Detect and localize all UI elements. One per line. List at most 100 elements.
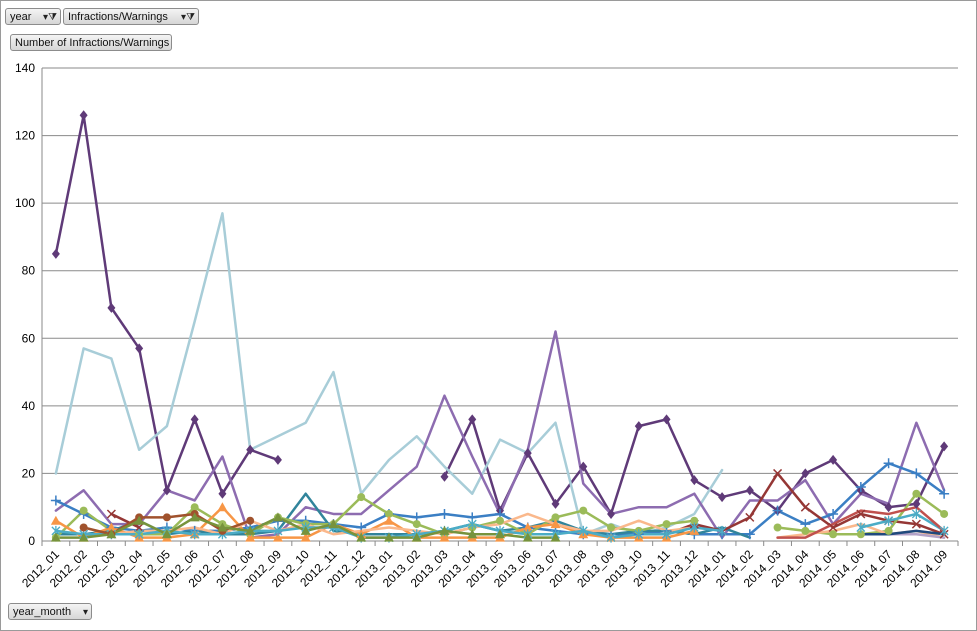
data-point-13 xyxy=(106,529,117,539)
data-point-1 xyxy=(246,444,255,455)
data-point-1 xyxy=(190,414,199,425)
data-point-7 xyxy=(190,503,199,512)
series-line-1 xyxy=(54,114,280,495)
funnel-filter-icon[interactable]: ▾⧩ xyxy=(181,12,195,23)
data-point-10 xyxy=(134,529,144,540)
data-point-7 xyxy=(384,509,393,518)
data-point-10 xyxy=(634,529,644,540)
data-point-7 xyxy=(551,513,560,522)
data-point-1 xyxy=(829,454,838,465)
data-point-1 xyxy=(690,475,699,486)
data-point-1 xyxy=(523,448,532,459)
data-point-6 xyxy=(745,512,755,522)
data-point-7 xyxy=(940,509,949,518)
data-point-4 xyxy=(828,508,839,519)
data-point-13 xyxy=(50,532,61,542)
values-field-label: Number of Infractions/Warnings xyxy=(15,37,170,49)
data-point-1 xyxy=(662,414,671,425)
y-tick-label: 0 xyxy=(28,534,35,548)
data-point-4 xyxy=(911,468,922,479)
series-line-6 xyxy=(110,512,141,529)
data-point-8 xyxy=(439,532,450,542)
data-point-8 xyxy=(383,515,394,525)
axis-field-button[interactable]: year_month ▾ xyxy=(8,603,92,620)
data-point-1 xyxy=(218,488,227,499)
data-point-4 xyxy=(883,458,894,469)
data-point-10 xyxy=(662,529,672,540)
year-filter-label: year xyxy=(10,11,32,23)
data-point-13 xyxy=(522,532,533,542)
series-line-2 xyxy=(54,212,724,536)
values-field-button[interactable]: Number of Infractions/Warnings xyxy=(10,34,172,51)
data-point-4 xyxy=(855,481,866,492)
data-point-13 xyxy=(550,532,561,542)
data-point-10 xyxy=(717,525,727,536)
data-point-12 xyxy=(79,523,88,532)
data-point-10 xyxy=(689,522,699,533)
data-point-1 xyxy=(162,485,171,496)
data-point-13 xyxy=(411,532,422,542)
data-point-1 xyxy=(51,248,60,259)
data-point-1 xyxy=(940,441,949,452)
data-point-6 xyxy=(134,522,144,533)
data-point-12 xyxy=(162,513,171,522)
data-point-1 xyxy=(912,498,921,509)
data-point-1 xyxy=(468,414,477,425)
data-point-1 xyxy=(551,498,560,509)
data-point-13 xyxy=(383,532,394,542)
data-point-13 xyxy=(328,519,339,529)
data-point-13 xyxy=(356,532,367,542)
series-line-15 xyxy=(859,529,946,536)
data-point-7 xyxy=(773,523,782,532)
data-point-10 xyxy=(884,515,894,526)
funnel-filter-icon[interactable]: ▾⧩ xyxy=(43,12,57,23)
data-point-4 xyxy=(772,505,783,516)
data-point-12 xyxy=(246,516,255,525)
data-point-1 xyxy=(107,302,116,313)
y-tick-label: 40 xyxy=(22,399,36,413)
data-point-1 xyxy=(607,508,616,519)
data-point-13 xyxy=(217,522,228,532)
data-point-7 xyxy=(607,523,616,532)
data-point-8 xyxy=(106,522,117,532)
y-tick-label: 80 xyxy=(22,264,36,278)
data-point-1 xyxy=(718,492,727,503)
axis-field-label: year_month xyxy=(13,606,72,618)
y-tick-label: 20 xyxy=(22,466,36,480)
y-tick-label: 120 xyxy=(15,129,35,143)
data-point-6 xyxy=(106,509,116,519)
infractions-filter-button[interactable]: Infractions/Warnings ▾⧩ xyxy=(63,8,199,25)
data-point-7 xyxy=(690,516,699,525)
data-point-1 xyxy=(440,471,449,482)
data-point-1 xyxy=(79,110,88,121)
data-point-7 xyxy=(912,489,921,498)
data-point-13 xyxy=(78,532,89,542)
year-filter-button[interactable]: year ▾⧩ xyxy=(5,8,61,25)
data-point-1 xyxy=(135,343,144,354)
data-point-8 xyxy=(245,532,256,542)
data-point-13 xyxy=(161,529,172,539)
data-point-1 xyxy=(884,502,893,513)
data-point-10 xyxy=(856,522,866,533)
data-point-10 xyxy=(190,529,200,540)
dropdown-arrow-icon[interactable]: ▾ xyxy=(82,607,88,618)
data-point-8 xyxy=(50,515,61,525)
data-point-7 xyxy=(801,526,810,535)
data-point-7 xyxy=(884,526,893,535)
data-point-4 xyxy=(939,488,950,499)
data-point-1 xyxy=(634,421,643,432)
data-point-13 xyxy=(134,515,145,525)
data-point-13 xyxy=(467,529,478,539)
y-tick-label: 140 xyxy=(15,61,35,75)
data-point-10 xyxy=(467,519,477,530)
data-point-10 xyxy=(911,508,921,519)
data-point-8 xyxy=(522,522,533,532)
data-point-13 xyxy=(245,525,256,535)
data-point-13 xyxy=(439,525,450,535)
y-tick-label: 60 xyxy=(22,331,36,345)
data-point-7 xyxy=(579,506,588,515)
data-point-8 xyxy=(550,519,561,529)
series-line-7 xyxy=(54,495,696,539)
data-point-7 xyxy=(357,493,366,502)
